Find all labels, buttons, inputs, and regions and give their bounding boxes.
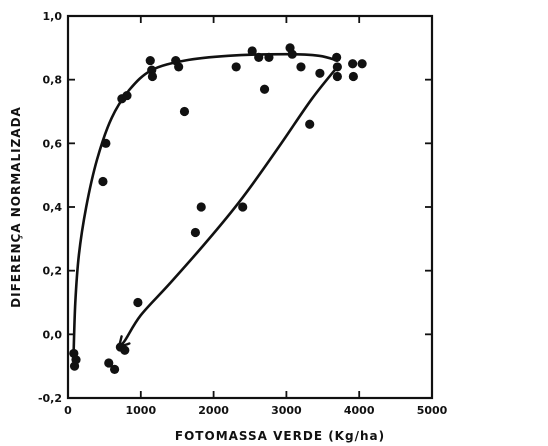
data-point bbox=[238, 202, 248, 212]
data-point bbox=[247, 46, 257, 56]
data-point bbox=[259, 84, 270, 94]
y-tick-label: 0,2 bbox=[43, 265, 63, 278]
data-point bbox=[332, 71, 342, 82]
data-point bbox=[332, 62, 342, 72]
plot-border bbox=[66, 14, 434, 400]
trend-curve-2 bbox=[117, 65, 339, 349]
data-point bbox=[174, 62, 184, 72]
x-tick-label: 0 bbox=[64, 404, 72, 417]
data-point bbox=[71, 355, 81, 365]
data-point bbox=[305, 119, 315, 129]
data-point bbox=[109, 364, 120, 374]
data-point bbox=[120, 345, 130, 355]
data-point bbox=[357, 59, 367, 69]
data-point bbox=[190, 227, 200, 238]
data-point bbox=[332, 52, 342, 62]
data-point bbox=[287, 49, 297, 59]
y-tick-label: 0,6 bbox=[43, 137, 63, 150]
data-point bbox=[98, 176, 108, 187]
y-axis-title: DIFERENÇA NORMALIZADA bbox=[9, 106, 23, 308]
data-point bbox=[133, 297, 143, 308]
y-tick-label: 0,0 bbox=[43, 328, 63, 341]
data-point bbox=[101, 138, 111, 148]
data-point bbox=[296, 62, 306, 72]
data-point bbox=[348, 59, 358, 69]
x-tick-label: 5000 bbox=[417, 404, 448, 417]
data-point bbox=[147, 71, 158, 82]
trend-curve-1 bbox=[72, 52, 339, 358]
y-tick-label: 0,4 bbox=[43, 201, 63, 214]
x-tick-label: 3000 bbox=[271, 404, 302, 417]
data-point bbox=[145, 55, 155, 66]
plot-frame bbox=[66, 14, 434, 400]
x-axis-title: FOTOMASSA VERDE (Kg/ha) bbox=[175, 429, 385, 443]
axis-ticks: 0 1000 2000 3000 4000 5000 -0,2 0,0 0,2 0,4 0,6 0,8… bbox=[38, 10, 448, 417]
data-point bbox=[122, 90, 132, 101]
data-point bbox=[179, 106, 190, 117]
y-tick-label: 0,8 bbox=[43, 74, 63, 87]
data-point bbox=[264, 52, 274, 62]
data-point bbox=[104, 358, 114, 368]
x-tick-label: 4000 bbox=[344, 404, 375, 417]
data-points bbox=[69, 43, 367, 374]
y-tick-label: -0,2 bbox=[38, 392, 62, 405]
x-tick-label: 1000 bbox=[125, 404, 156, 417]
x-tick-label: 2000 bbox=[198, 404, 229, 417]
data-point bbox=[196, 202, 206, 212]
data-point bbox=[315, 68, 325, 78]
y-tick-label: 1,0 bbox=[43, 10, 63, 23]
data-point bbox=[348, 71, 358, 82]
data-point bbox=[254, 52, 264, 62]
data-point bbox=[231, 62, 241, 72]
